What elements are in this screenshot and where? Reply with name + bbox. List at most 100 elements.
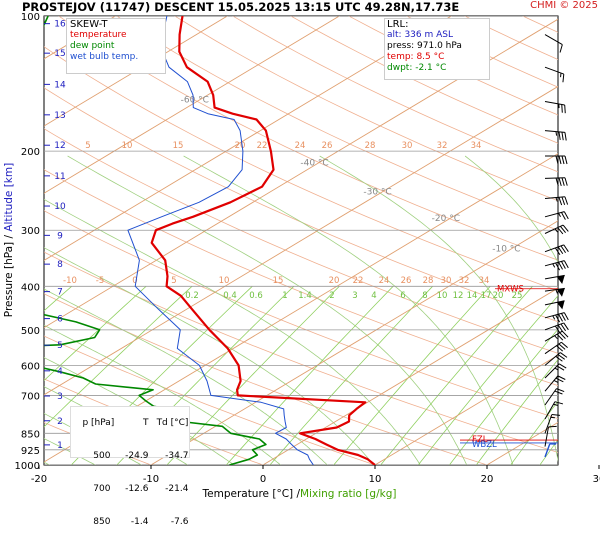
mixing-ratio-line (218, 286, 393, 474)
wind-barb-half-flag (556, 197, 557, 201)
mixing-ratio-label: 1 (282, 291, 287, 301)
isotherm (135, 6, 600, 475)
lrl-temp: temp: 8.5 °C (385, 52, 489, 63)
wind-barb-flag (559, 156, 561, 164)
table-header-t: T (110, 418, 148, 429)
mixing-ratio-label: 14 (467, 291, 478, 301)
table-cell-td: -7.6 (148, 517, 188, 528)
isotherm (471, 6, 600, 475)
altitude-tick-label: 8 (57, 260, 63, 270)
isotherm (0, 6, 356, 475)
y-axis-label: Pressure [hPa] / Altitude [km] (3, 163, 15, 317)
mixing-ratio-line (574, 286, 600, 474)
wind-barb-flag (560, 104, 563, 112)
wind-barb (545, 156, 567, 164)
isotherm-label: -10 °C (492, 245, 520, 255)
altitude-tick-label: 4 (57, 367, 63, 377)
pressure-tick-label: 700 (21, 391, 40, 402)
wind-barb-flag (552, 413, 560, 418)
lrl-info: LRL: alt: 336 m ASL press: 971.0 hPa tem… (384, 18, 490, 80)
x-axis-label-temp: Temperature [°C] / (202, 488, 301, 500)
legend-wet-bulb: wet bulb temp. (67, 52, 165, 63)
mxws-label: MXWS (497, 285, 524, 295)
wind-barb-half-flag (554, 380, 558, 383)
moist-adiabat (465, 156, 600, 475)
mixing-ratio-label: 6 (400, 291, 405, 301)
table-cell-td: -34.7 (148, 451, 188, 462)
pressure-tick-label: 400 (21, 282, 40, 293)
altitude-tick-label: 16 (54, 20, 66, 30)
wind-barb-staff (545, 35, 562, 45)
dry-adiabat-label: 28 (423, 276, 434, 286)
mixing-ratio-label: 0.2 (185, 291, 199, 301)
dry-adiabat (502, 6, 600, 475)
dry-adiabat-label: 10 (219, 276, 230, 286)
pressure-tick-label: 1000 (15, 461, 40, 472)
dry-adiabat-label: -10 (63, 276, 77, 286)
wind-barb-staff (545, 364, 559, 378)
dry-adiabat-label: 20 (329, 276, 340, 286)
dry-adiabat-label: -5 (96, 276, 104, 286)
mixing-ratio-line (373, 286, 532, 474)
altitude-tick-label: 6 (57, 315, 63, 325)
table-cell-p: 700 (82, 484, 110, 495)
wind-barb-flag (562, 197, 565, 205)
wind-barb-staff (545, 131, 565, 133)
x-axis-label-mix: Mixing ratio [g/kg] (300, 488, 396, 500)
altitude-tick-label: 7 (57, 288, 63, 298)
dry-adiabat-label: 10 (122, 141, 133, 151)
mixing-ratio-label: 10 (437, 291, 448, 301)
isotherm-label: -60 °C (181, 96, 209, 106)
wind-barb (545, 312, 568, 325)
temperature-tick-label: 10 (369, 474, 382, 485)
dry-adiabat-label: 26 (322, 141, 333, 151)
wind-barb-half-flag (555, 335, 558, 339)
dry-adiabat-label: 30 (402, 141, 413, 151)
wind-barb-flag (565, 178, 567, 186)
dry-adiabat-label: 24 (379, 276, 390, 286)
mixing-ratio-label: 3 (352, 291, 357, 301)
pressure-tick-label: 500 (21, 326, 40, 337)
isotherm-label: -30 °C (363, 188, 391, 198)
altitude-tick-label: 1 (57, 441, 63, 451)
legend-temperature: temperature (67, 30, 165, 41)
mixing-ratio-label: 0.6 (249, 291, 263, 301)
lrl-title: LRL: (385, 19, 489, 30)
wind-barb-flag (563, 105, 566, 113)
table-header-p: p [hPa] (82, 418, 110, 429)
mixing-ratio-label: 8 (422, 291, 427, 301)
dry-adiabat-label: 32 (437, 141, 448, 151)
dry-adiabat-label: 30 (441, 276, 452, 286)
wind-barb-flag (559, 178, 561, 186)
lrl-alt: alt: 336 m ASL (385, 30, 489, 41)
wind-barb-flag (565, 156, 567, 164)
wind-barb-half-flag (556, 132, 557, 136)
wind-barb-half-flag (553, 315, 555, 319)
isotherm-label: -20 °C (432, 214, 460, 224)
wind-barb-flag (558, 45, 564, 53)
dry-adiabat-label: 5 (85, 141, 90, 151)
dry-adiabat-label: 28 (365, 141, 376, 151)
wind-barb-half-flag (553, 263, 555, 267)
mixing-ratio-label: 0.4 (223, 291, 237, 301)
altitude-tick-label: 12 (54, 141, 65, 151)
wind-barb-flag (561, 74, 566, 82)
wind-barb (544, 102, 567, 114)
wind-barb-flag (564, 132, 567, 140)
legend-dew-point: dew point (67, 41, 165, 52)
grid-lines (0, 6, 600, 475)
isotherm (0, 6, 132, 475)
dry-adiabat (45, 6, 600, 475)
dry-adiabat-label: 22 (257, 141, 268, 151)
table-row: 700-12.6-21.4 (71, 473, 189, 506)
dry-adiabat-label: 32 (459, 276, 470, 286)
mixing-ratio-label: 2 (329, 291, 334, 301)
wind-barb-flag (559, 197, 562, 205)
temperature-tick-label: 0 (260, 474, 266, 485)
lrl-dwpt: dwpt: -2.1 °C (385, 63, 489, 74)
wind-barb-flag (561, 132, 564, 140)
pressure-tick-label: 925 (21, 446, 40, 457)
wind-barb-flag (565, 197, 568, 205)
temperature-tick-label: 30 (593, 474, 600, 485)
